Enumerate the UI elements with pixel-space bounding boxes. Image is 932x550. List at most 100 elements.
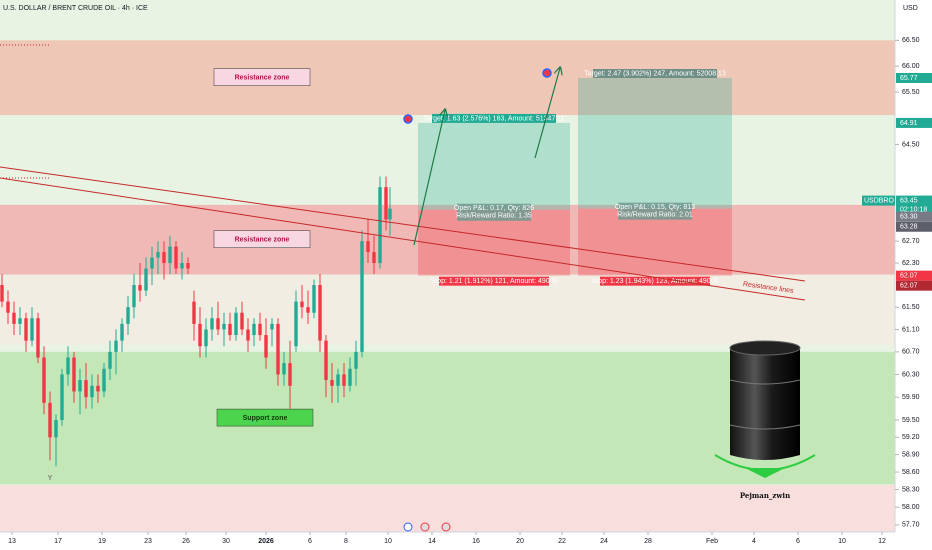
candle-body bbox=[150, 257, 154, 269]
candle-body bbox=[282, 363, 286, 375]
y-tick-label: 64.50 bbox=[902, 141, 920, 148]
target-label-bg bbox=[432, 113, 556, 123]
x-tick-label: 8 bbox=[344, 538, 348, 545]
candle-body bbox=[198, 323, 202, 347]
oil-barrel bbox=[714, 340, 816, 478]
x-tick-label: 19 bbox=[98, 538, 106, 545]
candle-body bbox=[114, 340, 118, 352]
candle-body bbox=[360, 241, 364, 352]
candle-body bbox=[234, 312, 238, 336]
y-tick-label: 58.30 bbox=[902, 486, 920, 493]
candle-body bbox=[6, 301, 10, 313]
stop-label: Stop: 1.23 (1.943%) 123, Amount: 49000 bbox=[592, 278, 719, 285]
x-tick-label: 22 bbox=[558, 538, 566, 545]
candle-body bbox=[252, 323, 256, 336]
target-area bbox=[578, 77, 732, 209]
rr-label: Risk/Reward Ratio: 1.35 bbox=[456, 213, 532, 220]
pnl-label: Open P&L: 0.17, Qty: 826 bbox=[454, 205, 534, 212]
candle-body bbox=[300, 301, 304, 308]
y-tick-label: 58.90 bbox=[902, 451, 920, 458]
x-tick-label: 12 bbox=[878, 538, 886, 545]
x-tick-label: 24 bbox=[600, 538, 608, 545]
x-tick-label: 14 bbox=[428, 538, 436, 545]
target-label: Target: 2.47 (3.902%) 247, Amount: 52008… bbox=[584, 70, 726, 77]
candle-body bbox=[372, 252, 376, 264]
candle-body bbox=[12, 312, 16, 324]
x-tick-label: 6 bbox=[308, 538, 312, 545]
candle-body bbox=[306, 307, 310, 313]
price-tag bbox=[896, 117, 932, 128]
x-tick-label: 10 bbox=[384, 538, 392, 545]
candle-body bbox=[384, 187, 388, 220]
candle-body bbox=[258, 323, 262, 336]
zone bbox=[0, 204, 895, 275]
zone-label: Resistance zone bbox=[235, 237, 290, 244]
candle-body bbox=[144, 268, 148, 291]
candle-body bbox=[162, 252, 166, 264]
candle-body bbox=[312, 285, 316, 313]
x-tick-label: 10 bbox=[838, 538, 846, 545]
candle-body bbox=[60, 374, 64, 421]
price-tag bbox=[896, 211, 932, 222]
candle-body bbox=[276, 323, 280, 375]
price-tag bbox=[896, 195, 932, 215]
rr-label: Risk/Reward Ratio: 2.01 bbox=[617, 212, 693, 219]
candle-body bbox=[348, 368, 352, 386]
candle-body bbox=[246, 329, 250, 341]
price-tag-label: 63.30 bbox=[900, 214, 918, 221]
candle-body bbox=[84, 380, 88, 398]
y-tick-label: 66.00 bbox=[902, 63, 920, 70]
x-tick-label: 17 bbox=[54, 538, 62, 545]
x-tick-label: 2026 bbox=[258, 538, 274, 545]
price-tag bbox=[896, 280, 932, 291]
arrow bbox=[413, 110, 445, 246]
price-tag bbox=[896, 72, 932, 83]
candle-body bbox=[132, 285, 136, 308]
target-label: Target: 1.63 (2.576%) 163, Amount: 51347… bbox=[423, 115, 564, 122]
y-tick-label: 58.60 bbox=[902, 469, 920, 476]
candle-body bbox=[192, 301, 196, 324]
y-tick-label: 57.70 bbox=[902, 522, 920, 529]
pnl-label: Open P&L: 0.15, Qty: 813 bbox=[615, 204, 695, 211]
candle-body bbox=[0, 285, 4, 302]
y-tick-label: 60.30 bbox=[902, 371, 920, 378]
watermark: Pejman_zwin bbox=[740, 491, 790, 500]
x-tick-label: 20 bbox=[516, 538, 524, 545]
barrel-swoosh bbox=[745, 468, 785, 478]
countdown: 02:10:18 bbox=[900, 206, 927, 213]
barrel-body bbox=[730, 343, 800, 460]
x-tick-label: 28 bbox=[644, 538, 652, 545]
y-tick-label: 66.50 bbox=[902, 37, 920, 44]
candle-body bbox=[228, 323, 232, 336]
candle-body bbox=[78, 380, 82, 392]
marker: Y bbox=[48, 475, 53, 482]
alert-dot bbox=[542, 68, 552, 78]
target-label-bg bbox=[593, 68, 717, 78]
candle-body bbox=[108, 351, 112, 369]
x-tick-label: 13 bbox=[8, 538, 16, 545]
y-tick-label: 61.50 bbox=[902, 304, 920, 311]
candle-body bbox=[318, 285, 322, 341]
x-tick-label: 26 bbox=[182, 538, 190, 545]
pnl-label-bg bbox=[457, 203, 531, 221]
candle-body bbox=[330, 380, 334, 386]
stop-label-bg bbox=[600, 276, 710, 286]
x-axis-bg bbox=[0, 532, 932, 550]
candle-body bbox=[24, 318, 28, 341]
y-tick-label: 59.90 bbox=[902, 394, 920, 401]
zone-label: Resistance zone bbox=[235, 75, 290, 82]
candle-body bbox=[138, 285, 142, 291]
stop-area bbox=[578, 208, 732, 276]
price-tag-label: 63.28 bbox=[900, 224, 918, 231]
candle-body bbox=[42, 357, 46, 403]
candle-body bbox=[48, 402, 52, 438]
x-tick-label: 30 bbox=[222, 538, 230, 545]
candle-body bbox=[18, 318, 22, 324]
candle-body bbox=[388, 208, 392, 220]
barrel-ring bbox=[729, 379, 801, 430]
zone-label: Support zone bbox=[243, 415, 288, 422]
candle-body bbox=[90, 385, 94, 398]
y-tick-label: 61.10 bbox=[902, 326, 920, 333]
event-icons bbox=[403, 522, 451, 532]
